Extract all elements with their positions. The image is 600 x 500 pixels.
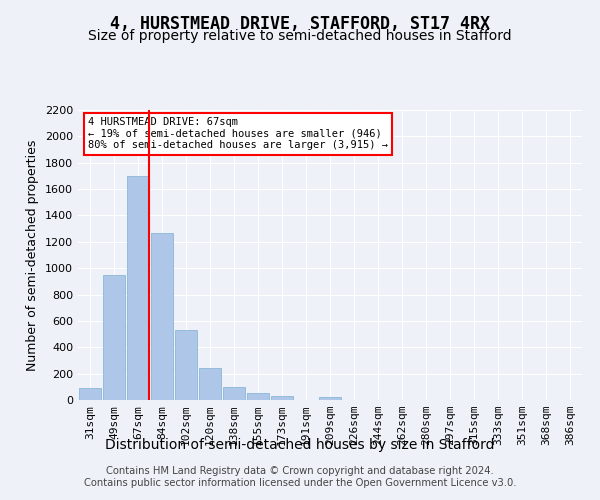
- Bar: [151, 233, 173, 400]
- Bar: [79, 388, 101, 400]
- Bar: [103, 276, 125, 400]
- Text: 4 HURSTMEAD DRIVE: 67sqm
← 19% of semi-detached houses are smaller (946)
80% of : 4 HURSTMEAD DRIVE: 67sqm ← 19% of semi-d…: [88, 117, 388, 150]
- Bar: [319, 397, 341, 400]
- Text: 4, HURSTMEAD DRIVE, STAFFORD, ST17 4RX: 4, HURSTMEAD DRIVE, STAFFORD, ST17 4RX: [110, 15, 490, 33]
- Text: Size of property relative to semi-detached houses in Stafford: Size of property relative to semi-detach…: [88, 29, 512, 43]
- Text: Distribution of semi-detached houses by size in Stafford: Distribution of semi-detached houses by …: [105, 438, 495, 452]
- Bar: [223, 387, 245, 400]
- Bar: [175, 330, 197, 400]
- Bar: [199, 368, 221, 400]
- Text: Contains public sector information licensed under the Open Government Licence v3: Contains public sector information licen…: [84, 478, 516, 488]
- Bar: [247, 394, 269, 400]
- Bar: [271, 396, 293, 400]
- Y-axis label: Number of semi-detached properties: Number of semi-detached properties: [26, 140, 40, 370]
- Text: Contains HM Land Registry data © Crown copyright and database right 2024.: Contains HM Land Registry data © Crown c…: [106, 466, 494, 476]
- Bar: [127, 176, 149, 400]
